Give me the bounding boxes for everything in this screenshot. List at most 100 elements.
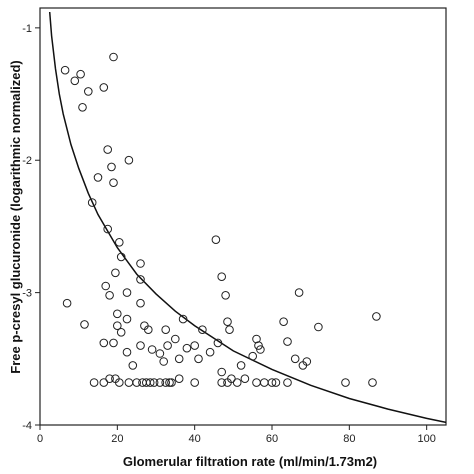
data-point xyxy=(178,314,188,324)
data-point xyxy=(122,288,132,297)
data-point xyxy=(70,76,80,86)
data-point xyxy=(109,338,118,348)
data-point xyxy=(159,357,168,366)
x-tick-label: 20 xyxy=(111,433,123,445)
data-point xyxy=(252,378,261,387)
data-point xyxy=(190,378,199,387)
data-point xyxy=(93,173,103,182)
data-point xyxy=(132,378,141,387)
data-point xyxy=(194,354,203,364)
data-point xyxy=(248,351,257,361)
x-tick-label: 100 xyxy=(417,433,435,445)
data-point xyxy=(84,87,93,96)
data-point xyxy=(223,317,232,327)
data-point xyxy=(113,321,122,331)
data-point xyxy=(147,345,157,354)
data-point xyxy=(161,325,170,335)
data-point xyxy=(145,378,155,387)
data-point xyxy=(122,314,132,324)
data-point xyxy=(124,155,134,165)
data-point xyxy=(174,354,184,364)
data-point xyxy=(101,281,110,291)
data-point xyxy=(217,367,226,377)
plot-border xyxy=(39,7,447,426)
data-point xyxy=(260,378,269,387)
data-point xyxy=(254,341,263,350)
data-point xyxy=(115,378,124,387)
data-point xyxy=(99,378,109,387)
data-point xyxy=(89,378,99,387)
data-point xyxy=(136,259,145,268)
data-point xyxy=(161,378,170,387)
data-point xyxy=(283,337,292,346)
data-points-layer xyxy=(60,52,381,387)
data-point xyxy=(76,69,85,79)
data-point xyxy=(109,178,118,187)
data-point xyxy=(122,347,132,357)
data-point xyxy=(341,378,350,387)
y-axis-label: Free p-cresyl glucuronide (logarithmic n… xyxy=(8,60,23,374)
x-axis-label: Glomerular filtration rate (ml/min/1.73m… xyxy=(123,454,377,469)
data-point xyxy=(283,378,292,387)
data-point xyxy=(267,378,277,387)
data-point xyxy=(109,52,118,62)
data-point xyxy=(124,378,134,387)
data-point xyxy=(217,378,226,387)
data-point xyxy=(128,361,138,370)
data-point xyxy=(236,361,246,370)
data-point xyxy=(221,291,230,300)
data-point xyxy=(232,378,242,387)
data-point xyxy=(99,338,109,348)
data-point xyxy=(78,103,87,112)
data-point xyxy=(240,374,250,384)
data-point xyxy=(107,162,116,172)
data-point xyxy=(105,374,114,384)
data-point xyxy=(211,235,221,244)
data-point xyxy=(60,65,70,75)
data-point xyxy=(103,224,112,234)
data-point xyxy=(252,334,261,344)
data-point xyxy=(271,378,281,387)
y-axis-ticks: -1 -2 -3 -4 xyxy=(22,23,40,432)
data-point xyxy=(155,378,165,387)
data-point xyxy=(198,325,207,335)
data-point xyxy=(116,252,126,262)
data-point xyxy=(99,83,109,92)
plot-frame xyxy=(39,7,447,426)
data-point xyxy=(223,378,232,387)
data-point xyxy=(213,338,223,348)
x-tick-label: 40 xyxy=(189,433,201,445)
fit-curve-layer xyxy=(48,11,447,424)
data-point xyxy=(225,325,234,335)
data-point xyxy=(136,298,145,308)
data-point xyxy=(368,378,377,387)
data-point xyxy=(294,288,304,297)
data-point xyxy=(136,341,145,350)
data-point xyxy=(80,320,89,329)
data-point xyxy=(372,312,381,321)
data-point xyxy=(103,145,112,154)
x-tick-label: 0 xyxy=(37,433,43,445)
y-tick-label: -4 xyxy=(22,420,32,432)
data-point xyxy=(279,317,288,327)
data-point xyxy=(136,275,145,284)
y-tick-label: -1 xyxy=(22,23,32,35)
data-point xyxy=(87,198,97,207)
y-tick-label: -2 xyxy=(22,155,32,167)
data-point xyxy=(105,291,114,300)
data-point xyxy=(302,357,312,366)
data-point xyxy=(171,334,180,344)
data-point xyxy=(205,347,215,357)
x-tick-label: 80 xyxy=(343,433,355,445)
x-tick-label: 60 xyxy=(266,433,278,445)
data-point xyxy=(174,374,184,384)
data-point xyxy=(314,322,323,332)
data-point xyxy=(62,298,72,308)
data-point xyxy=(115,238,124,247)
data-point xyxy=(217,272,226,282)
data-point xyxy=(113,309,122,319)
fit-curve xyxy=(48,11,447,424)
data-point xyxy=(290,354,300,364)
data-point xyxy=(144,325,153,335)
